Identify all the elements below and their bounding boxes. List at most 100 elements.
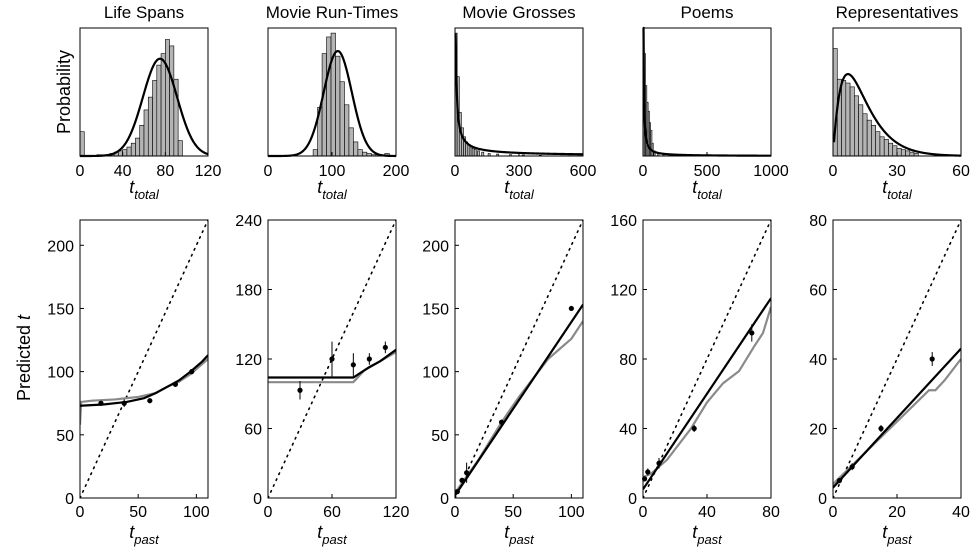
data-point [464, 470, 470, 476]
histogram-bar [143, 109, 149, 157]
y-tick-label: 60 [244, 422, 262, 439]
x-tick-label: 80 [156, 163, 174, 180]
identity-line [455, 220, 583, 498]
prediction-panel [832, 219, 962, 499]
y-tick-label: 200 [47, 238, 74, 255]
y-tick-label: 0 [818, 491, 827, 508]
y-tick-label: 200 [422, 238, 449, 255]
histogram-bar [841, 80, 847, 157]
x-tick-label: 60 [952, 163, 970, 180]
distribution-panel [267, 27, 397, 158]
x-axis-label: ttotal [692, 177, 723, 202]
histogram-bar [169, 45, 175, 157]
x-tick-label: 0 [76, 504, 85, 521]
distribution-panel [79, 27, 209, 158]
y-axis-label: Predicted t [14, 314, 34, 401]
data-point [459, 477, 465, 483]
x-axis-label: ttotal [504, 177, 535, 202]
data-point [366, 356, 372, 362]
histogram-bar [866, 119, 872, 157]
x-axis-label: tpast [504, 522, 535, 547]
histogram-bar [160, 53, 166, 157]
y-tick-label: 160 [610, 213, 637, 230]
histogram-bar [477, 150, 480, 157]
data-point [382, 344, 388, 351]
prediction-line [455, 304, 583, 497]
x-tick-label: 300 [506, 163, 533, 180]
x-tick-label: 40 [952, 504, 970, 521]
histogram-bar [879, 136, 885, 157]
histogram-bar [339, 81, 345, 157]
identity-line [268, 220, 396, 498]
y-tick-label: 20 [809, 422, 827, 439]
x-tick-label: 1000 [753, 163, 789, 180]
histogram-bar [473, 149, 477, 157]
x-tick-label: 50 [504, 504, 522, 521]
y-tick-label: 40 [809, 352, 827, 369]
empirical-line [80, 358, 208, 425]
histogram-bar [326, 36, 332, 157]
x-tick-label: 0 [829, 504, 838, 521]
x-tick-label: 120 [195, 163, 222, 180]
data-point [454, 489, 460, 495]
histogram-bar [875, 131, 881, 157]
data-point [568, 305, 574, 312]
y-tick-label: 100 [422, 365, 449, 382]
y-axis-label: Probability [54, 50, 74, 134]
chart-title: Representatives [836, 3, 959, 22]
prediction-panel [79, 219, 209, 499]
data-point [656, 460, 662, 466]
x-axis-label: ttotal [129, 177, 160, 202]
y-tick-label: 150 [47, 301, 74, 318]
histogram-bar [896, 148, 902, 157]
histogram-bar [900, 149, 906, 157]
data-point [691, 425, 697, 432]
x-tick-label: 30 [888, 163, 906, 180]
plot-frame [642, 27, 772, 157]
x-tick-label: 20 [888, 504, 906, 521]
prediction-panel [267, 219, 397, 499]
y-tick-label: 180 [235, 283, 262, 300]
x-tick-label: 100 [558, 504, 585, 521]
histogram-bar [357, 149, 363, 157]
y-tick-label: 0 [253, 491, 262, 508]
y-tick-label: 150 [422, 301, 449, 318]
x-tick-label: 0 [639, 163, 648, 180]
histogram-bar [471, 148, 475, 157]
data-point [350, 362, 356, 368]
data-point [98, 400, 104, 406]
histogram-bar [344, 104, 350, 157]
y-tick-label: 40 [619, 422, 637, 439]
histogram-bar [858, 104, 864, 157]
y-tick-label: 120 [235, 352, 262, 369]
y-tick-label: 80 [809, 213, 827, 230]
plot-frame [79, 27, 209, 157]
x-axis-label: tpast [882, 522, 913, 547]
x-tick-label: 0 [264, 163, 273, 180]
y-tick-label: 50 [56, 428, 74, 445]
histogram-bar [849, 86, 855, 157]
histogram-bar [888, 142, 894, 157]
y-tick-label: 240 [235, 213, 262, 230]
distribution-panel [642, 26, 772, 157]
data-point [297, 387, 303, 393]
histogram-bar [871, 124, 876, 157]
x-tick-label: 0 [451, 163, 460, 180]
histogram-bar [139, 124, 145, 157]
x-tick-label: 100 [183, 504, 210, 521]
data-point [929, 356, 935, 362]
histogram-bar [362, 151, 368, 157]
histogram-bar [312, 149, 318, 157]
histogram-bar [156, 64, 162, 157]
data-point [749, 330, 755, 336]
histogram-bar [481, 151, 485, 157]
x-axis-label: tpast [317, 522, 348, 547]
distribution-panel [454, 27, 584, 157]
data-point [849, 464, 855, 470]
prior-curve [642, 26, 772, 157]
x-tick-label: 120 [383, 504, 410, 521]
distribution-panel [832, 27, 962, 157]
histogram-bar [321, 53, 327, 157]
data-point [645, 469, 651, 475]
x-tick-label: 0 [451, 504, 460, 521]
